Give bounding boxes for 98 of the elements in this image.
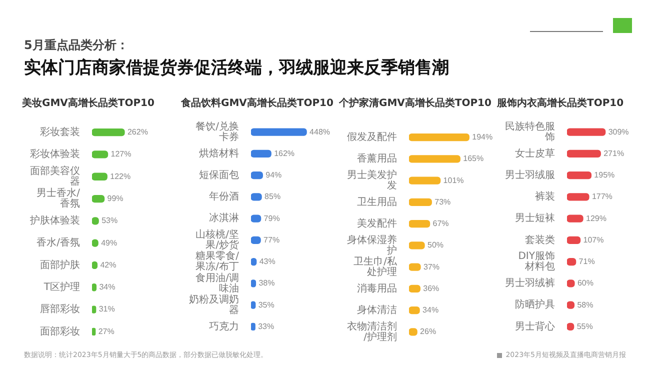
y-tick-label: 套装类 — [525, 234, 555, 246]
y-tick-label: 彩妆套装 — [40, 126, 80, 138]
data-label: 33% — [258, 322, 274, 331]
y-tick-label: 山核桃/坚果/炒货 — [196, 228, 239, 252]
data-label: 49% — [101, 238, 118, 248]
data-label: 99% — [107, 194, 124, 203]
data-label: 50% — [428, 240, 444, 250]
y-tick-label: 衣物清洁剂/护理剂 — [347, 320, 397, 343]
data-label: 67% — [432, 219, 449, 228]
bar — [567, 128, 606, 136]
y-tick-label: 卫生巾/私处护理 — [354, 255, 398, 278]
data-label: 73% — [434, 197, 451, 206]
y-tick-label: 巧克力 — [209, 320, 239, 332]
data-label: 37% — [423, 262, 440, 272]
y-tick-label: DIY服饰材料包 — [518, 250, 555, 273]
y-tick-label: 彩妆体验装 — [30, 148, 80, 160]
y-tick-label: 防晒护具 — [515, 298, 555, 311]
data-label: 271% — [604, 148, 624, 158]
y-tick-label: 身体清洁 — [357, 304, 397, 316]
y-tick-label: 男士羽绒裤 — [505, 277, 555, 290]
y-tick-label: 卫生用品 — [357, 196, 397, 208]
y-tick-label: 面部彩妆 — [40, 325, 80, 338]
data-label: 36% — [423, 284, 440, 293]
bar — [567, 150, 601, 158]
bar — [409, 155, 460, 163]
y-tick-label: 男士短袜 — [515, 212, 555, 224]
y-tick-label: 男士香水/香氛 — [36, 187, 81, 210]
data-label: 38% — [258, 278, 275, 288]
data-label: 26% — [420, 327, 436, 336]
data-label: 448% — [310, 127, 330, 136]
chart-title: 食品饮料GMV高增长品类TOP10 — [181, 96, 334, 111]
y-tick-label: 美发配件 — [357, 217, 397, 230]
data-label: 195% — [594, 170, 615, 180]
bar — [409, 176, 441, 184]
y-tick-label: 香水/香氛 — [36, 236, 80, 249]
y-tick-label: 短保面包 — [199, 168, 239, 181]
y-tick-label: 消毒用品 — [357, 282, 397, 294]
y-tick-label: 民族特色服饰 — [505, 120, 555, 143]
y-tick-label: T区护理 — [42, 280, 80, 293]
y-tick-label: 男士美发护发 — [347, 168, 397, 192]
y-tick-label: 食用油/调味油 — [196, 272, 239, 294]
data-label: 162% — [274, 148, 295, 158]
data-label: 43% — [259, 257, 276, 266]
bar — [567, 171, 592, 180]
data-label: 129% — [586, 214, 606, 223]
bar — [92, 128, 125, 136]
data-label: 60% — [577, 278, 594, 288]
data-label: 177% — [592, 192, 612, 202]
y-tick-label: 年份酒 — [209, 190, 239, 203]
data-label: 35% — [258, 300, 274, 310]
data-label: 262% — [127, 128, 148, 137]
data-label: 34% — [422, 306, 439, 315]
y-tick-label: 男士背心 — [515, 320, 555, 332]
data-label: 58% — [577, 300, 594, 310]
data-label: 85% — [264, 192, 281, 202]
bar — [409, 133, 470, 142]
data-label: 309% — [608, 127, 629, 136]
y-tick-label: 香薰用品 — [357, 152, 397, 165]
y-tick-label: 烘焙材料 — [199, 147, 239, 160]
data-label: 94% — [266, 170, 282, 180]
y-tick-label: 身体保湿养护 — [347, 234, 397, 256]
data-label: 53% — [102, 216, 118, 226]
bar — [251, 150, 272, 158]
data-label: 165% — [463, 154, 484, 164]
bar — [409, 198, 432, 206]
data-label: 107% — [583, 235, 604, 244]
y-tick-label: 假发及配件 — [347, 132, 397, 143]
y-tick-label: 糖果零食/果冻/布丁 — [196, 250, 240, 273]
chart-title: 服饰内衣高增长品类TOP10 — [497, 96, 625, 111]
data-label: 77% — [264, 235, 280, 244]
y-tick-label: 女士皮草 — [515, 147, 555, 160]
y-tick-label: 面部美容仪器 — [30, 164, 80, 188]
text: 5月重点品类分析： — [24, 37, 128, 54]
y-tick-label: 护肤体验装 — [29, 214, 80, 227]
bar — [251, 128, 307, 136]
data-label: 122% — [110, 172, 131, 181]
y-tick-label: 唇部彩妆 — [40, 303, 80, 316]
y-tick-label: 冰淇淋 — [209, 212, 239, 224]
data-label: 27% — [98, 326, 114, 336]
data-label: 55% — [576, 322, 593, 331]
bar — [409, 220, 430, 228]
data-label: 42% — [100, 260, 116, 270]
y-tick-label: 裤装 — [535, 190, 555, 203]
y-tick-label: 奶粉及调奶器 — [189, 293, 239, 316]
bar — [567, 193, 590, 201]
data-label: 79% — [264, 214, 280, 223]
data-label: 194% — [472, 132, 493, 142]
chart-title: 美妆GMV高增长品类TOP10 — [22, 96, 156, 111]
data-label: 34% — [99, 282, 116, 292]
data-label: 101% — [443, 176, 464, 185]
chart-title: 个护家清GMV高增长品类TOP10 — [339, 96, 492, 111]
data-label: 31% — [98, 304, 115, 314]
y-tick-label: 餐饮/兑换卡券 — [196, 120, 239, 143]
y-tick-label: 面部护肤 — [40, 258, 80, 271]
text: 实体门店商家借提货券促活终端，羽绒服迎来反季销售潮 — [24, 57, 449, 79]
y-tick-label: 男士羽绒服 — [505, 168, 555, 181]
data-label: 127% — [110, 150, 132, 159]
data-label: 71% — [578, 257, 595, 266]
